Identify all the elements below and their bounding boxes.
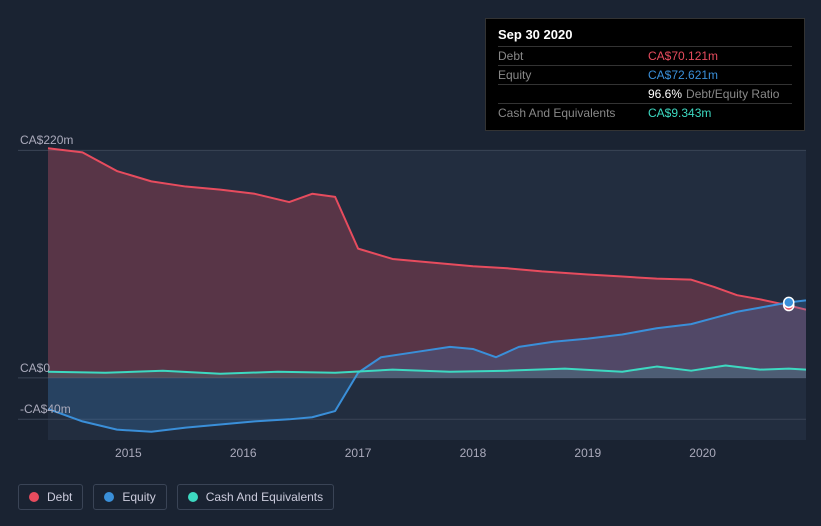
tooltip-value: CA$9.343m: [648, 106, 711, 120]
x-axis-label: 2016: [230, 446, 257, 460]
x-axis-label: 2015: [115, 446, 142, 460]
legend-label: Equity: [122, 490, 155, 504]
tooltip-date: Sep 30 2020: [498, 27, 792, 42]
x-axis-label: 2017: [345, 446, 372, 460]
legend-dot: [29, 492, 39, 502]
y-axis-label: CA$220m: [20, 133, 73, 147]
chart-svg: [18, 140, 806, 440]
x-axis-label: 2020: [689, 446, 716, 460]
chart-tooltip: Sep 30 2020 DebtCA$70.121mEquityCA$72.62…: [485, 18, 805, 131]
legend-item-equity[interactable]: Equity: [93, 484, 166, 510]
tooltip-value: 96.6%: [648, 87, 682, 101]
y-axis-label: -CA$40m: [20, 402, 71, 416]
tooltip-value: CA$70.121m: [648, 49, 718, 63]
tooltip-row: DebtCA$70.121m: [498, 46, 792, 65]
x-axis-label: 2018: [460, 446, 487, 460]
legend-label: Debt: [47, 490, 72, 504]
legend-item-cash-and-equivalents[interactable]: Cash And Equivalents: [177, 484, 334, 510]
legend-label: Cash And Equivalents: [206, 490, 323, 504]
legend-item-debt[interactable]: Debt: [18, 484, 83, 510]
tooltip-value: CA$72.621m: [648, 68, 718, 82]
tooltip-suffix: Debt/Equity Ratio: [686, 87, 779, 101]
tooltip-label: Cash And Equivalents: [498, 106, 648, 120]
tooltip-label: [498, 87, 648, 101]
tooltip-row: 96.6% Debt/Equity Ratio: [498, 84, 792, 103]
tooltip-row: EquityCA$72.621m: [498, 65, 792, 84]
tooltip-label: Equity: [498, 68, 648, 82]
chart-area: CA$220mCA$0-CA$40m2015201620172018201920…: [18, 140, 806, 440]
y-axis-label: CA$0: [20, 361, 50, 375]
x-axis-label: 2019: [574, 446, 601, 460]
tooltip-label: Debt: [498, 49, 648, 63]
legend: Debt Equity Cash And Equivalents: [18, 484, 334, 510]
legend-dot: [104, 492, 114, 502]
legend-dot: [188, 492, 198, 502]
tooltip-row: Cash And EquivalentsCA$9.343m: [498, 103, 792, 122]
